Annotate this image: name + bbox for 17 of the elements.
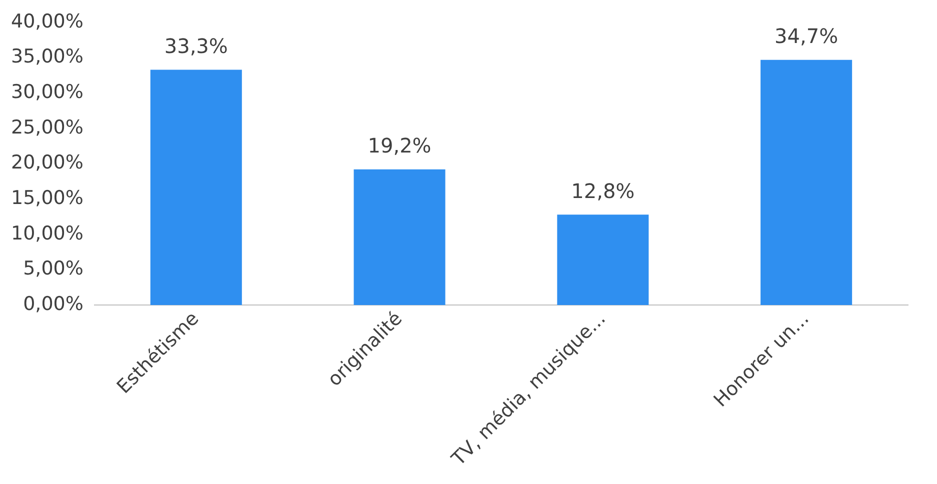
bar (557, 214, 649, 306)
data-label: 34,7% (774, 24, 838, 48)
bar (760, 60, 852, 306)
data-label: 12,8% (571, 178, 635, 203)
y-tick-label: 15,00% (10, 187, 84, 210)
y-tick-label: 20,00% (10, 152, 84, 174)
y-tick-label: 0,00% (23, 293, 84, 316)
y-tick-label: 40,00% (10, 10, 84, 32)
y-tick-label: 10,00% (10, 222, 84, 244)
data-label: 33,3% (164, 34, 228, 58)
bar (150, 70, 242, 306)
bar (354, 169, 446, 306)
y-tick-label: 25,00% (10, 116, 84, 138)
y-tick-label: 30,00% (10, 81, 84, 104)
y-tick-label: 5,00% (23, 258, 84, 280)
data-label: 19,2% (368, 134, 432, 158)
y-tick-label: 35,00% (10, 46, 84, 68)
